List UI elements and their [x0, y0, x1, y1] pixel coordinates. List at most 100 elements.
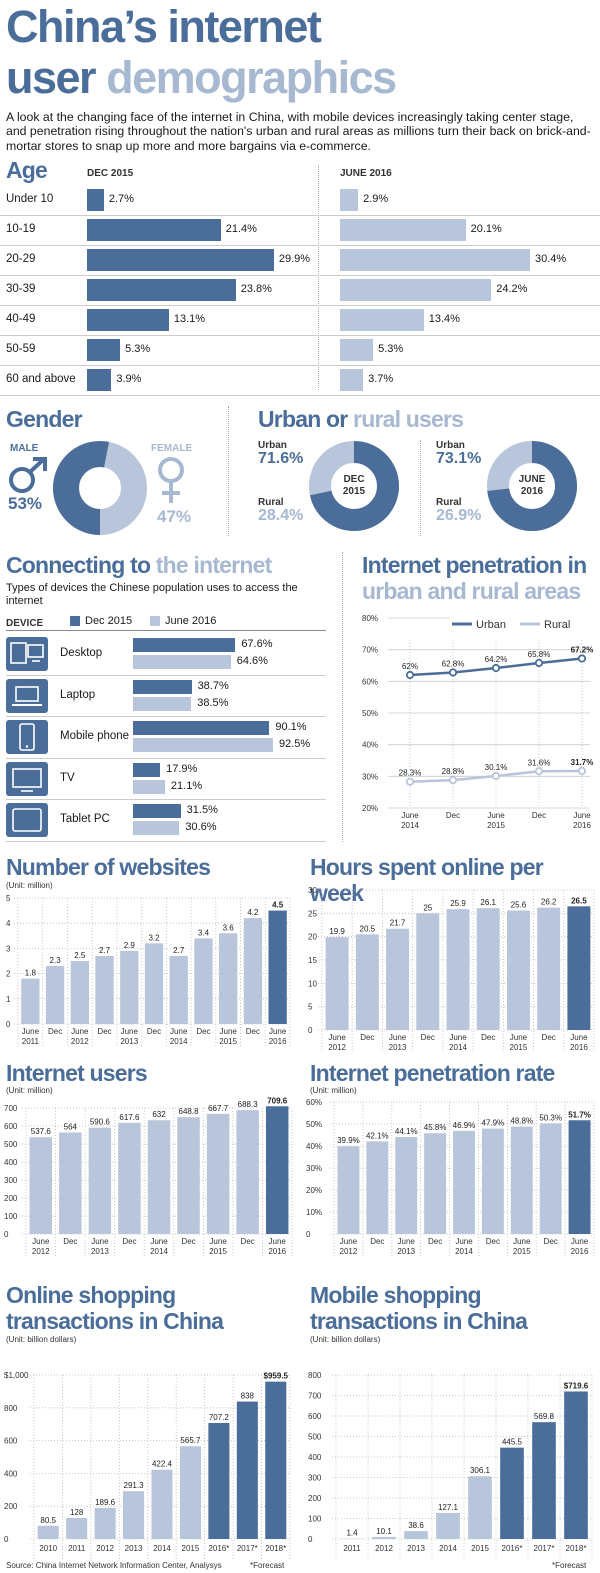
tablet-icon	[12, 808, 42, 832]
x-year-label: 2014	[150, 1247, 168, 1256]
bar-value-label: 128	[70, 1508, 84, 1517]
x-tick-label: Dec	[241, 1237, 255, 1246]
age-title: Age	[6, 157, 48, 183]
x-category-label: 2014	[439, 1544, 457, 1553]
device-value-jun2016: 38.5%	[197, 696, 229, 709]
device-bar-jun2016	[133, 738, 273, 752]
y-tick-label: 700	[308, 1392, 322, 1401]
penetration-rate-title: Internet penetration rate	[310, 1060, 555, 1086]
y-tick-label: 5	[6, 894, 11, 903]
x-tick-label: Dec	[481, 1033, 495, 1042]
devices-legend-jun: June 2016	[150, 615, 216, 627]
x-tick-label: June	[269, 1027, 287, 1036]
x-tick-label: Dec	[181, 1237, 195, 1246]
penetration-title-b: urban and rural areas	[362, 578, 581, 604]
mobile-shopping-bar-chart: 800 700 600 500 400 300 200 100 0 1.4 2011 10.1 2012…	[308, 1371, 593, 1560]
x-category-label: 2013	[407, 1544, 425, 1553]
bar	[21, 978, 40, 1024]
online-shopping-title: Online shopping transactions in China	[6, 1282, 224, 1334]
mobile-shopping-title-2: transactions in China	[310, 1308, 528, 1334]
bar-value-label: 565.7	[180, 1436, 201, 1445]
age-row-label: Under 10	[6, 193, 54, 205]
bar-value-label: 3.2	[148, 933, 160, 942]
age-bar-dec2015	[87, 309, 169, 331]
bar-value-label: 306.1	[470, 1466, 491, 1475]
forecast-note-right: *Forecast	[552, 1561, 587, 1570]
device-value-dec2015: 67.6%	[241, 638, 273, 650]
bar	[219, 933, 238, 1024]
users-unit: (Unit: million)	[6, 1086, 53, 1095]
data-point-urban	[491, 663, 501, 673]
data-point-rural	[448, 776, 458, 785]
device-label: Desktop	[60, 647, 103, 659]
x-tick-label: June	[170, 1027, 188, 1036]
bar	[404, 1531, 428, 1539]
bar-value-label: $719.6	[564, 1381, 589, 1390]
y-tick-label: 0	[306, 1230, 311, 1239]
age-bar-dec2015	[87, 279, 236, 301]
donut-dark-segment	[487, 441, 577, 531]
x-tick-label: Dec	[428, 1237, 442, 1246]
age-bar-dec2015	[87, 369, 112, 391]
male-symbol-icon	[9, 457, 47, 493]
data-label-urban: 62%	[402, 662, 418, 671]
x-year-label: 2013	[397, 1247, 415, 1256]
x-tick-label: June	[32, 1237, 50, 1246]
y-tick-label: 600	[4, 1437, 18, 1446]
bar	[169, 955, 188, 1024]
bar	[481, 1128, 504, 1234]
tv-icon	[12, 767, 42, 792]
x-tick-label: June	[91, 1237, 109, 1246]
x-tick-label: June	[328, 1033, 346, 1042]
x-category-label: 2016*	[208, 1544, 229, 1553]
bar-value-label: 2.9	[124, 941, 136, 950]
bar-value-label: 45.8%	[424, 1123, 447, 1132]
age-bar-dec2015	[87, 249, 274, 271]
legend-urban-label: Urban	[476, 619, 506, 631]
y-tick-label: 500	[308, 1433, 322, 1442]
data-label-rural: 28.3%	[399, 769, 422, 778]
jun-rural-value: 26.9%	[436, 507, 482, 524]
users-bar-chart: 7006005004003002001000537.6June2012564De…	[4, 1096, 293, 1256]
age-value-jun2016: 13.4%	[428, 313, 460, 325]
x-tick-label: Dec	[370, 1237, 384, 1246]
urban-rural-title-b: rural users	[353, 406, 464, 432]
x-tick-label: June	[340, 1237, 358, 1246]
data-label-rural: 30.1%	[485, 763, 508, 772]
x-tick-label: Dec	[122, 1237, 136, 1246]
devices-title-a: Connecting to	[6, 552, 151, 578]
device-bar-jun2016	[133, 655, 231, 669]
y-tick-label: 600	[4, 1122, 18, 1131]
bar-value-label: 445.5	[502, 1438, 523, 1447]
bar-value-label: 25.9	[450, 899, 466, 908]
x-tick-label: Dec	[63, 1237, 77, 1246]
x-category-label: 2018*	[265, 1544, 286, 1553]
online-shopping-bar-chart: $1,000 800 600 400 200 0 80.5 2010 128 2011 189.6 2…	[4, 1371, 291, 1560]
age-value-dec2015: 3.9%	[116, 373, 142, 385]
bar	[151, 1469, 173, 1539]
x-category-label: 2017*	[237, 1544, 258, 1553]
age-value-jun2016: 20.1%	[470, 223, 502, 235]
gender-divider	[228, 406, 229, 536]
dec-urban-value: 71.6%	[258, 450, 304, 467]
bar-value-label: 26.2	[541, 898, 557, 907]
device-value-dec2015: 38.7%	[197, 679, 229, 692]
dec-urban-rural-donut	[309, 441, 399, 531]
bar	[567, 906, 591, 1030]
x-year-label: 2013	[120, 1037, 138, 1046]
y-tick-label: 2	[6, 970, 11, 979]
age-bar-jun2016	[340, 219, 466, 241]
age-value-jun2016: 30.4%	[535, 253, 567, 265]
mobile-shopping-title-1: Mobile shopping	[310, 1282, 482, 1308]
bar	[88, 1127, 112, 1234]
bar	[144, 943, 164, 1024]
x-tick-label: Dec	[360, 1033, 374, 1042]
bar-value-label: 667.7	[208, 1104, 229, 1113]
bar-value-label: 564	[64, 1122, 78, 1131]
age-row-rule	[0, 275, 600, 276]
bar-value-label: 709.6	[267, 1096, 288, 1105]
y-tick-label: 20	[308, 933, 317, 942]
y-tick-label: 1	[6, 995, 11, 1004]
bar	[395, 1136, 418, 1234]
